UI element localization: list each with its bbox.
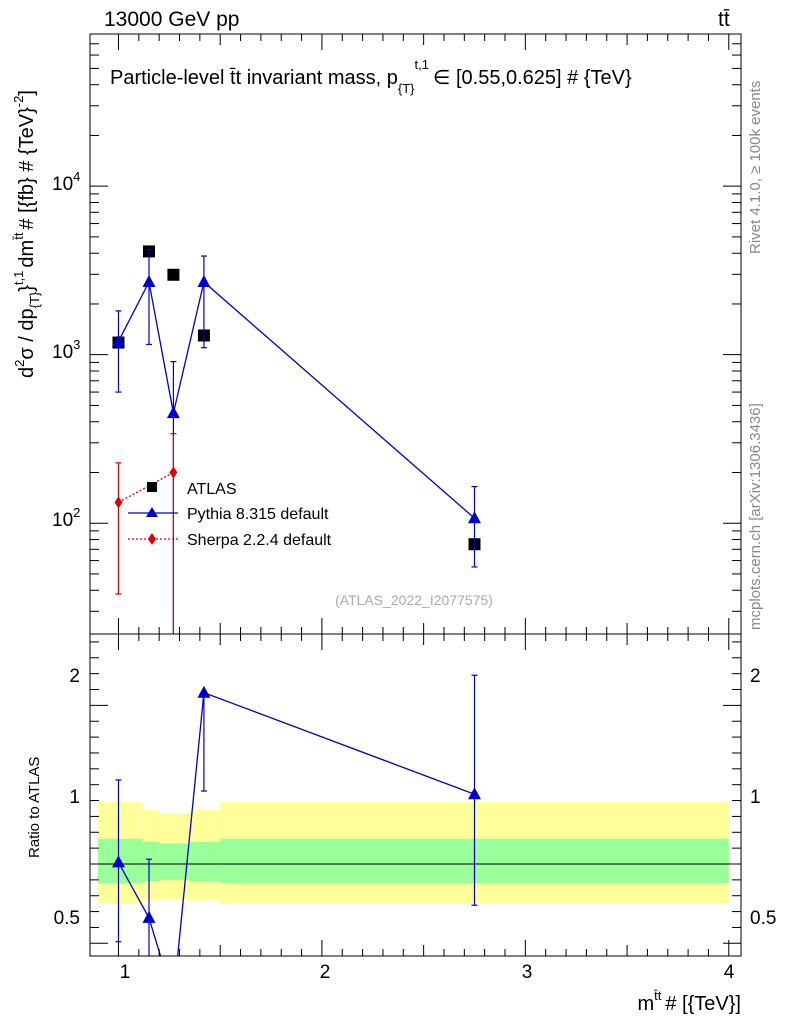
ratio-y-tick-label-05-left: 0.5 — [54, 908, 80, 929]
pythia-point-1 — [142, 274, 156, 287]
ratio-y-tick-label-05-right: 0.5 — [750, 908, 776, 929]
sherpa-line — [118, 471, 174, 503]
pythia-ratio-line — [117, 691, 475, 956]
mcplots-label: mcplots.cern.ch [arXiv:1306.3436] — [747, 403, 764, 630]
stat-uncertainty-band-2 — [159, 843, 190, 880]
energy-label: 13000 GeV pp — [104, 8, 239, 31]
main-y-axis-label: d2σ / dp{T}}t,1dmt̄t# [{fb} # {TeV}-2] — [11, 90, 42, 378]
pythia-ratio-point-0 — [111, 855, 125, 868]
y-tick-label-1e2: 102 — [52, 505, 80, 531]
pythia-ratio-point-2 — [167, 992, 180, 1004]
ratio-panel: Ratio to ATLAS 2 1 0.5 2 1 0.5 1 2 3 4 m… — [26, 633, 776, 1015]
pythia-ratio-point-3 — [197, 685, 211, 698]
pythia-point-2 — [166, 406, 180, 419]
legend: ATLAS Pythia 8.315 default Sherpa 2.2.4 … — [128, 481, 332, 549]
pythia-ratio-point-4 — [467, 787, 481, 800]
pythia-point-0 — [111, 334, 125, 347]
y-tick-label-1e4: 104 — [52, 169, 80, 195]
ratio-y-tick-label-2-left: 2 — [69, 666, 80, 687]
ratio-frame — [89, 633, 742, 957]
process-label: tt̄ — [718, 8, 730, 31]
ratio-y-axis-label: Ratio to ATLAS — [26, 757, 43, 858]
legend-sherpa-label: Sherpa 2.2.4 default — [187, 532, 332, 549]
rivet-label: Rivet 4.1.0, ≥ 100k events — [747, 81, 764, 254]
legend-pythia-label: Pythia 8.315 default — [187, 506, 329, 523]
legend-pythia-marker — [146, 507, 158, 517]
pythia-point-3 — [197, 274, 211, 287]
analysis-watermark: (ATLAS_2022_I2077575) — [335, 592, 493, 608]
y-tick-label-1e3: 103 — [52, 337, 80, 363]
legend-atlas-marker — [147, 482, 157, 492]
ratio-y-tick-label-1-left: 1 — [69, 787, 80, 808]
stat-uncertainty-band-3 — [189, 841, 221, 882]
pythia-point-4 — [467, 511, 481, 524]
main-panel: Particle-level t̄t invariant mass, p{T}t… — [11, 33, 742, 635]
atlas-point-2 — [167, 268, 180, 281]
sherpa-point-0 — [114, 496, 123, 509]
x-axis-label: mt̄t # [{TeV}] — [637, 988, 741, 1015]
main-title: Particle-level t̄t invariant mass, p{T}t… — [110, 57, 632, 96]
stat-uncertainty-band-1 — [142, 841, 160, 882]
ratio-y-tick-label-1-right: 1 — [750, 787, 761, 808]
x-tick-label-2: 2 — [320, 962, 331, 983]
sherpa-point-1 — [169, 466, 178, 479]
legend-atlas-label: ATLAS — [187, 481, 237, 498]
legend-sherpa-marker — [148, 533, 156, 545]
ratio-y-tick-label-2-right: 2 — [750, 666, 761, 687]
pythia-line — [117, 280, 475, 519]
pythia-ratio-point-1 — [142, 910, 156, 923]
x-tick-label-4: 4 — [724, 962, 735, 983]
x-tick-label-1: 1 — [120, 962, 131, 983]
x-tick-label-3: 3 — [522, 962, 533, 983]
